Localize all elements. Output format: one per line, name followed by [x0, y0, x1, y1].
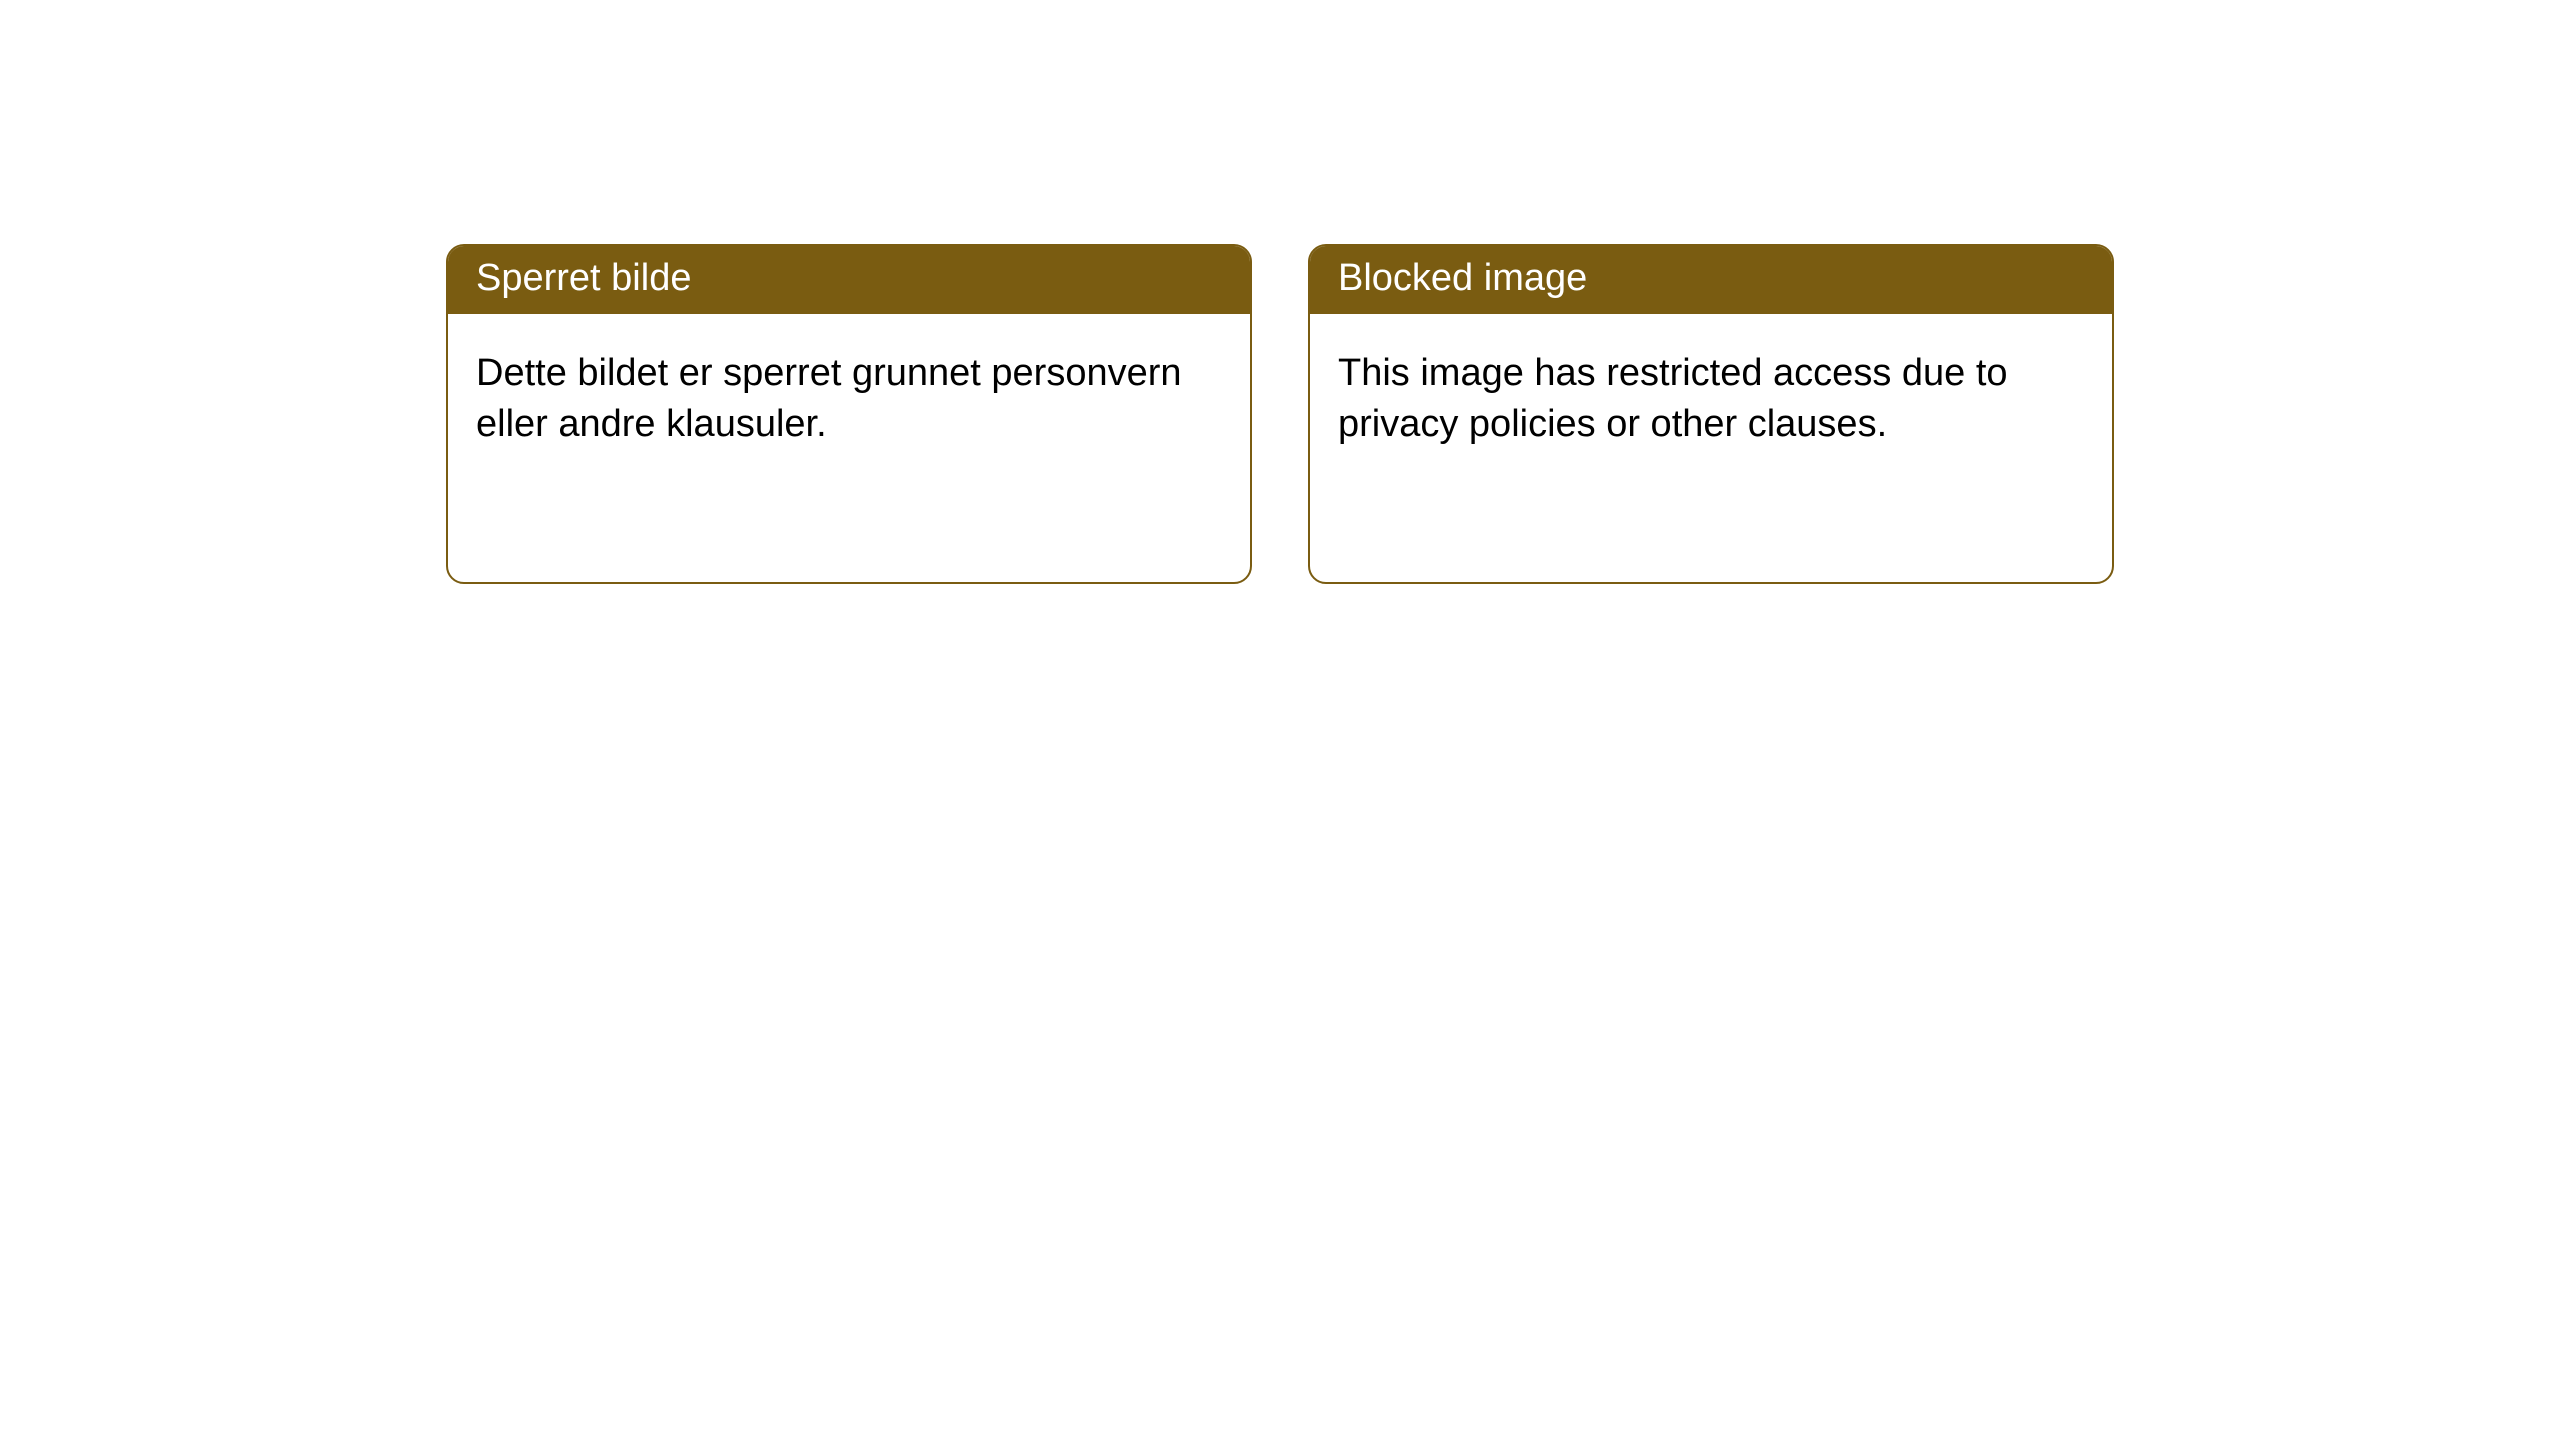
notice-card-english: Blocked image This image has restricted … — [1308, 244, 2114, 584]
notice-card-norwegian: Sperret bilde Dette bildet er sperret gr… — [446, 244, 1252, 584]
card-body: This image has restricted access due to … — [1310, 314, 2112, 479]
card-title: Blocked image — [1338, 257, 1587, 299]
card-header: Blocked image — [1310, 246, 2112, 314]
card-body-text: This image has restricted access due to … — [1338, 352, 2008, 445]
card-body: Dette bildet er sperret grunnet personve… — [448, 314, 1250, 479]
notice-container: Sperret bilde Dette bildet er sperret gr… — [0, 0, 2560, 584]
card-header: Sperret bilde — [448, 246, 1250, 314]
card-title: Sperret bilde — [476, 257, 691, 299]
card-body-text: Dette bildet er sperret grunnet personve… — [476, 352, 1182, 445]
